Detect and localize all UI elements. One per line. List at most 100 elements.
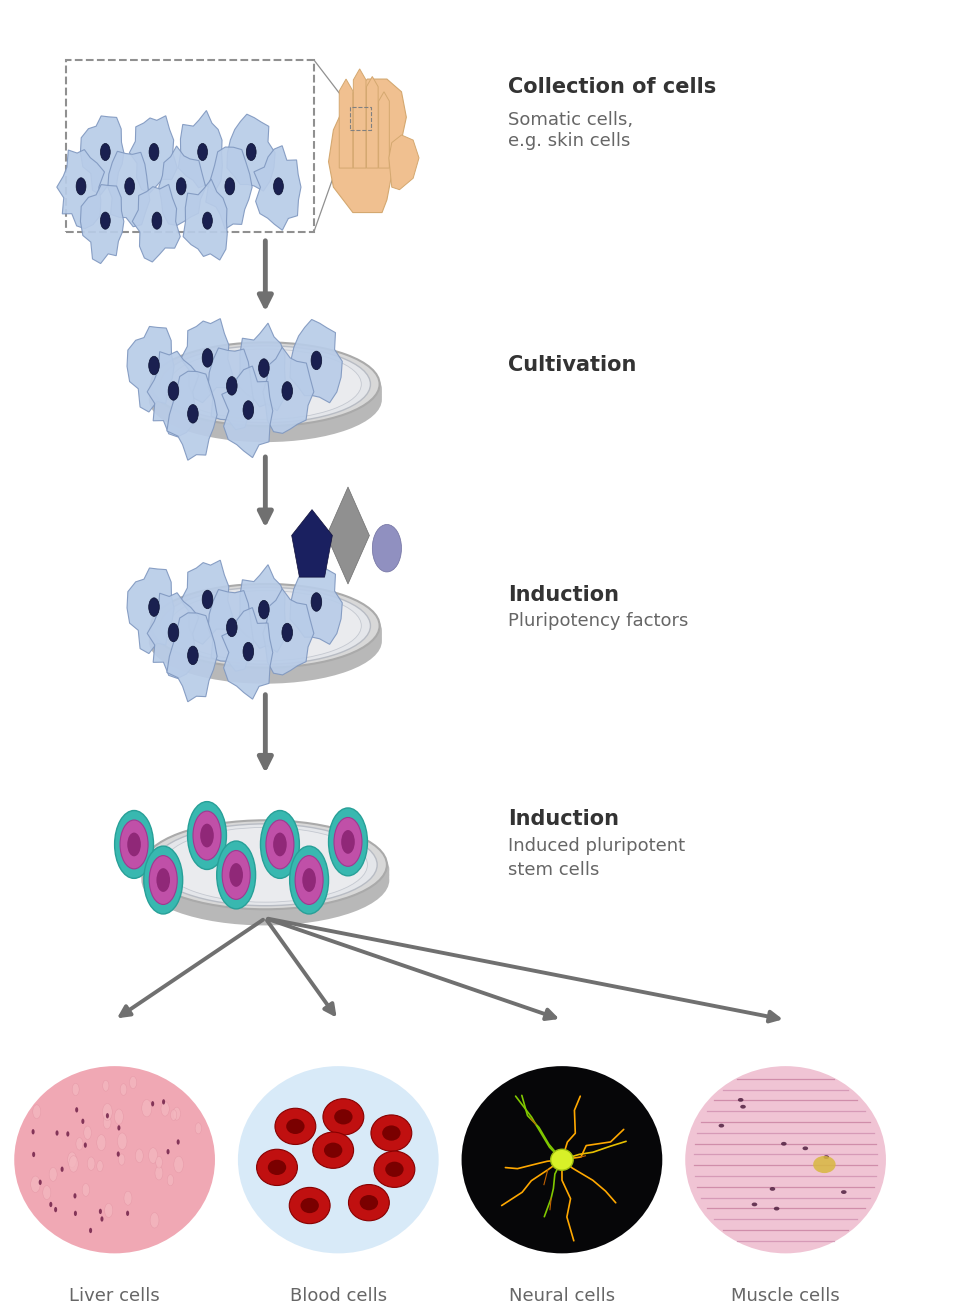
Ellipse shape [348,1185,389,1220]
Ellipse shape [188,646,198,664]
Polygon shape [222,365,273,458]
Polygon shape [208,348,253,429]
Polygon shape [129,116,177,193]
Ellipse shape [683,1065,887,1255]
Ellipse shape [117,1125,120,1130]
Ellipse shape [177,1139,180,1144]
Ellipse shape [142,835,389,925]
Ellipse shape [105,1203,112,1218]
Ellipse shape [156,868,170,891]
Ellipse shape [275,1108,316,1144]
Polygon shape [328,80,405,213]
Ellipse shape [217,840,255,908]
Ellipse shape [222,851,250,899]
Polygon shape [378,91,389,168]
Ellipse shape [256,1150,297,1185]
Ellipse shape [49,1202,53,1207]
Bar [350,107,371,130]
Ellipse shape [101,144,110,161]
Ellipse shape [154,1167,163,1180]
Polygon shape [205,147,252,230]
Polygon shape [107,151,149,227]
Ellipse shape [769,1188,775,1191]
Polygon shape [208,590,253,671]
Ellipse shape [149,347,381,432]
Ellipse shape [144,846,183,913]
Ellipse shape [281,381,292,401]
Ellipse shape [149,856,177,904]
Ellipse shape [781,1142,786,1146]
Ellipse shape [161,1101,169,1116]
Ellipse shape [127,833,141,856]
Ellipse shape [135,1148,143,1163]
Text: Pluripotency factors: Pluripotency factors [508,612,688,630]
Ellipse shape [67,1152,76,1168]
Ellipse shape [43,1185,51,1199]
Ellipse shape [242,401,253,419]
Polygon shape [353,69,365,168]
Ellipse shape [322,1099,363,1135]
Text: Induction: Induction [508,809,618,829]
Ellipse shape [49,1168,57,1181]
Ellipse shape [126,1211,129,1216]
Text: Cultivation: Cultivation [508,355,636,375]
Ellipse shape [230,863,242,887]
Ellipse shape [56,1130,59,1135]
Ellipse shape [188,801,227,869]
Ellipse shape [197,144,207,161]
Polygon shape [148,592,198,679]
Ellipse shape [101,1216,104,1221]
Polygon shape [80,184,124,264]
Polygon shape [181,318,233,403]
Ellipse shape [150,1212,159,1228]
Ellipse shape [76,177,86,194]
Ellipse shape [54,1207,57,1212]
Ellipse shape [97,1134,106,1151]
Ellipse shape [89,1228,92,1233]
Ellipse shape [103,1104,112,1121]
Text: Liver cells: Liver cells [69,1287,160,1305]
Ellipse shape [751,1202,756,1206]
Text: Induced pluripotent: Induced pluripotent [508,837,685,855]
Ellipse shape [313,1133,354,1168]
Ellipse shape [311,351,321,369]
Ellipse shape [246,144,256,161]
Ellipse shape [144,821,387,910]
Polygon shape [389,134,418,189]
Ellipse shape [170,1109,177,1121]
Bar [65,60,314,231]
Text: stem cells: stem cells [508,861,599,878]
Ellipse shape [459,1065,663,1255]
Ellipse shape [385,1161,404,1177]
Ellipse shape [124,1191,132,1205]
Ellipse shape [200,823,214,847]
Ellipse shape [550,1150,573,1171]
Ellipse shape [289,1188,330,1224]
Ellipse shape [149,352,381,437]
Polygon shape [366,77,378,168]
Ellipse shape [162,1099,165,1104]
Ellipse shape [266,820,294,869]
Polygon shape [127,568,174,654]
Ellipse shape [76,1138,83,1150]
Polygon shape [57,150,105,228]
Ellipse shape [114,810,153,878]
Ellipse shape [32,1152,35,1158]
Ellipse shape [142,825,389,915]
Ellipse shape [31,1129,34,1134]
Ellipse shape [84,1126,91,1139]
Ellipse shape [163,827,367,902]
Ellipse shape [149,356,159,375]
Ellipse shape [160,346,370,423]
Polygon shape [127,326,174,412]
Text: Muscle cells: Muscle cells [731,1287,839,1305]
Ellipse shape [33,1105,41,1118]
Text: e.g. skin cells: e.g. skin cells [508,132,630,150]
Polygon shape [148,351,198,437]
Polygon shape [339,80,353,168]
Ellipse shape [66,1131,69,1137]
Ellipse shape [260,810,299,878]
Polygon shape [167,613,217,702]
Ellipse shape [169,348,361,419]
Ellipse shape [840,1190,846,1194]
